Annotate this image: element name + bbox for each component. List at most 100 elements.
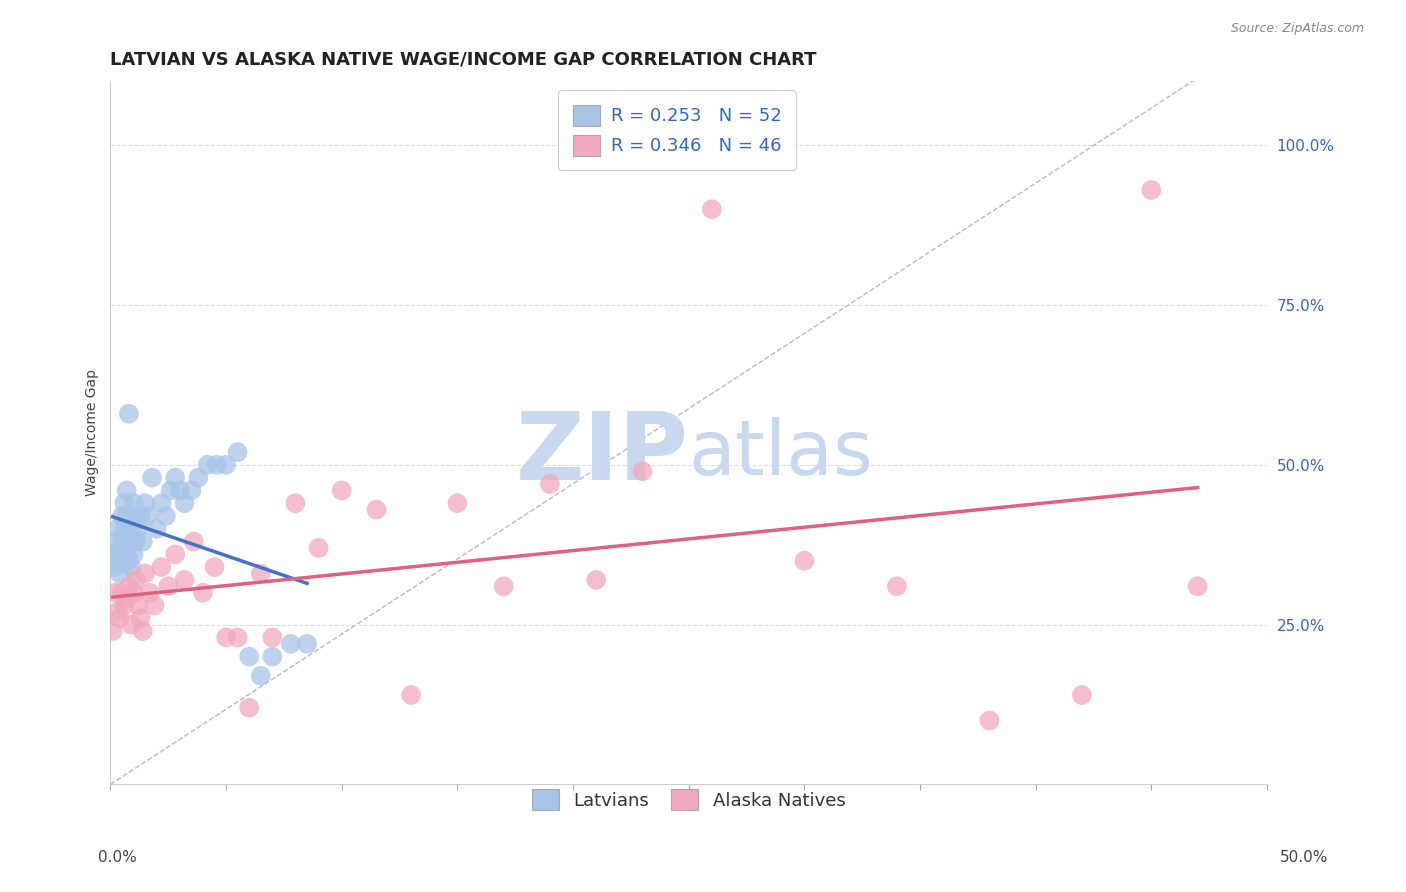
Point xyxy=(183,534,205,549)
Point xyxy=(134,566,156,581)
Point xyxy=(1071,688,1094,702)
Point xyxy=(191,585,214,599)
Point xyxy=(108,541,131,555)
Point xyxy=(120,617,142,632)
Point xyxy=(979,714,1001,728)
Point xyxy=(159,483,181,498)
Point xyxy=(115,508,138,523)
Point xyxy=(125,508,148,523)
Point xyxy=(129,611,152,625)
Point xyxy=(249,669,271,683)
Text: 0.0%: 0.0% xyxy=(98,850,138,865)
Point xyxy=(173,496,195,510)
Point xyxy=(122,585,145,599)
Point xyxy=(215,631,238,645)
Point xyxy=(150,496,173,510)
Point xyxy=(295,637,318,651)
Point xyxy=(111,547,134,561)
Text: Source: ZipAtlas.com: Source: ZipAtlas.com xyxy=(1230,22,1364,36)
Point xyxy=(226,445,249,459)
Point xyxy=(120,560,142,574)
Point xyxy=(108,611,131,625)
Point xyxy=(262,649,284,664)
Point xyxy=(700,202,723,217)
Point xyxy=(108,566,131,581)
Point xyxy=(173,573,195,587)
Point xyxy=(111,534,134,549)
Point xyxy=(122,496,145,510)
Point xyxy=(136,508,159,523)
Point xyxy=(169,483,191,498)
Point xyxy=(134,496,156,510)
Point xyxy=(180,483,202,498)
Point xyxy=(127,599,149,613)
Point xyxy=(197,458,219,472)
Point xyxy=(118,579,141,593)
Point xyxy=(366,502,388,516)
Point xyxy=(187,470,209,484)
Point xyxy=(104,585,127,599)
Text: ZIP: ZIP xyxy=(516,408,689,500)
Point xyxy=(165,470,187,484)
Text: LATVIAN VS ALASKA NATIVE WAGE/INCOME GAP CORRELATION CHART: LATVIAN VS ALASKA NATIVE WAGE/INCOME GAP… xyxy=(111,51,817,69)
Point xyxy=(112,554,135,568)
Point xyxy=(1187,579,1209,593)
Text: 50.0%: 50.0% xyxy=(1281,850,1329,865)
Point xyxy=(238,700,260,714)
Point xyxy=(793,554,815,568)
Point xyxy=(446,496,468,510)
Point xyxy=(492,579,515,593)
Point xyxy=(112,496,135,510)
Point xyxy=(115,547,138,561)
Point xyxy=(150,560,173,574)
Point xyxy=(122,547,145,561)
Text: atlas: atlas xyxy=(689,417,873,491)
Point xyxy=(105,554,128,568)
Point xyxy=(112,541,135,555)
Point xyxy=(631,464,654,478)
Point xyxy=(205,458,228,472)
Point xyxy=(215,458,238,472)
Point xyxy=(399,688,422,702)
Point xyxy=(101,547,124,561)
Point xyxy=(129,508,152,523)
Point xyxy=(122,534,145,549)
Point xyxy=(143,599,166,613)
Point xyxy=(330,483,353,498)
Point xyxy=(249,566,271,581)
Point xyxy=(112,522,135,536)
Point xyxy=(104,534,127,549)
Point xyxy=(138,585,160,599)
Point xyxy=(238,649,260,664)
Point xyxy=(111,585,134,599)
Point xyxy=(1140,183,1163,197)
Point xyxy=(132,624,155,638)
Point xyxy=(145,522,167,536)
Point xyxy=(127,522,149,536)
Point xyxy=(204,560,226,574)
Point xyxy=(120,522,142,536)
Point xyxy=(112,599,135,613)
Point xyxy=(585,573,607,587)
Legend: Latvians, Alaska Natives: Latvians, Alaska Natives xyxy=(517,775,860,824)
Point xyxy=(262,631,284,645)
Point xyxy=(105,605,128,619)
Point xyxy=(165,547,187,561)
Point xyxy=(141,470,163,484)
Point xyxy=(886,579,908,593)
Point xyxy=(101,624,124,638)
Point xyxy=(125,534,148,549)
Point xyxy=(115,483,138,498)
Point xyxy=(118,534,141,549)
Point xyxy=(308,541,330,555)
Point xyxy=(118,407,141,421)
Point xyxy=(132,534,155,549)
Point xyxy=(118,554,141,568)
Point xyxy=(226,631,249,645)
Point xyxy=(125,573,148,587)
Point xyxy=(280,637,302,651)
Point xyxy=(155,508,177,523)
Point xyxy=(284,496,307,510)
Point xyxy=(538,477,561,491)
Point xyxy=(104,560,127,574)
